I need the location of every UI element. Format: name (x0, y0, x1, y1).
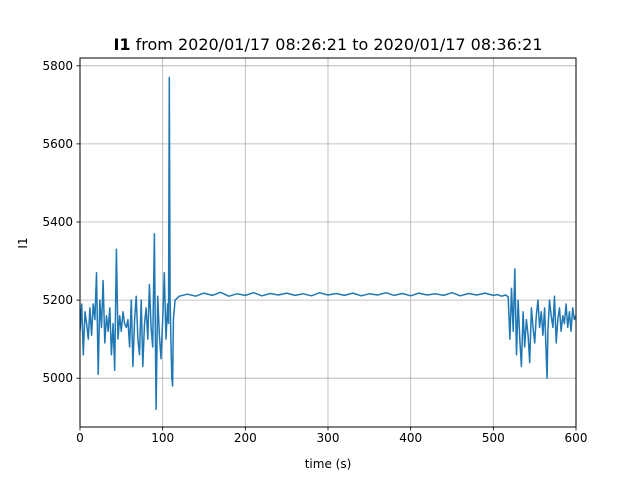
y-axis-label: I1 (16, 237, 30, 248)
x-axis-ticks: 0 100 200 300 400 500 600 (76, 427, 587, 445)
y-tick-label: 5400 (42, 215, 73, 229)
y-axis-ticks: 5000 5200 5400 5600 5800 (42, 59, 80, 385)
chart-title: I1 from 2020/01/17 08:26:21 to 2020/01/1… (113, 35, 542, 54)
x-tick-label: 200 (234, 431, 257, 445)
x-tick-label: 400 (399, 431, 422, 445)
y-tick-label: 5000 (42, 371, 73, 385)
x-tick-label: 500 (482, 431, 505, 445)
series-line-i1 (80, 76, 576, 411)
plot-clip-group (80, 76, 576, 411)
y-tick-label: 5800 (42, 59, 73, 73)
y-tick-label: 5600 (42, 137, 73, 151)
chart-title-rest: from 2020/01/17 08:26:21 to 2020/01/17 0… (131, 35, 543, 54)
x-tick-label: 100 (151, 431, 174, 445)
x-axis-label: time (s) (305, 457, 352, 471)
x-tick-label: 0 (76, 431, 84, 445)
x-tick-label: 600 (565, 431, 588, 445)
y-tick-label: 5200 (42, 293, 73, 307)
chart-title-bold: I1 (113, 35, 130, 54)
x-tick-label: 300 (317, 431, 340, 445)
